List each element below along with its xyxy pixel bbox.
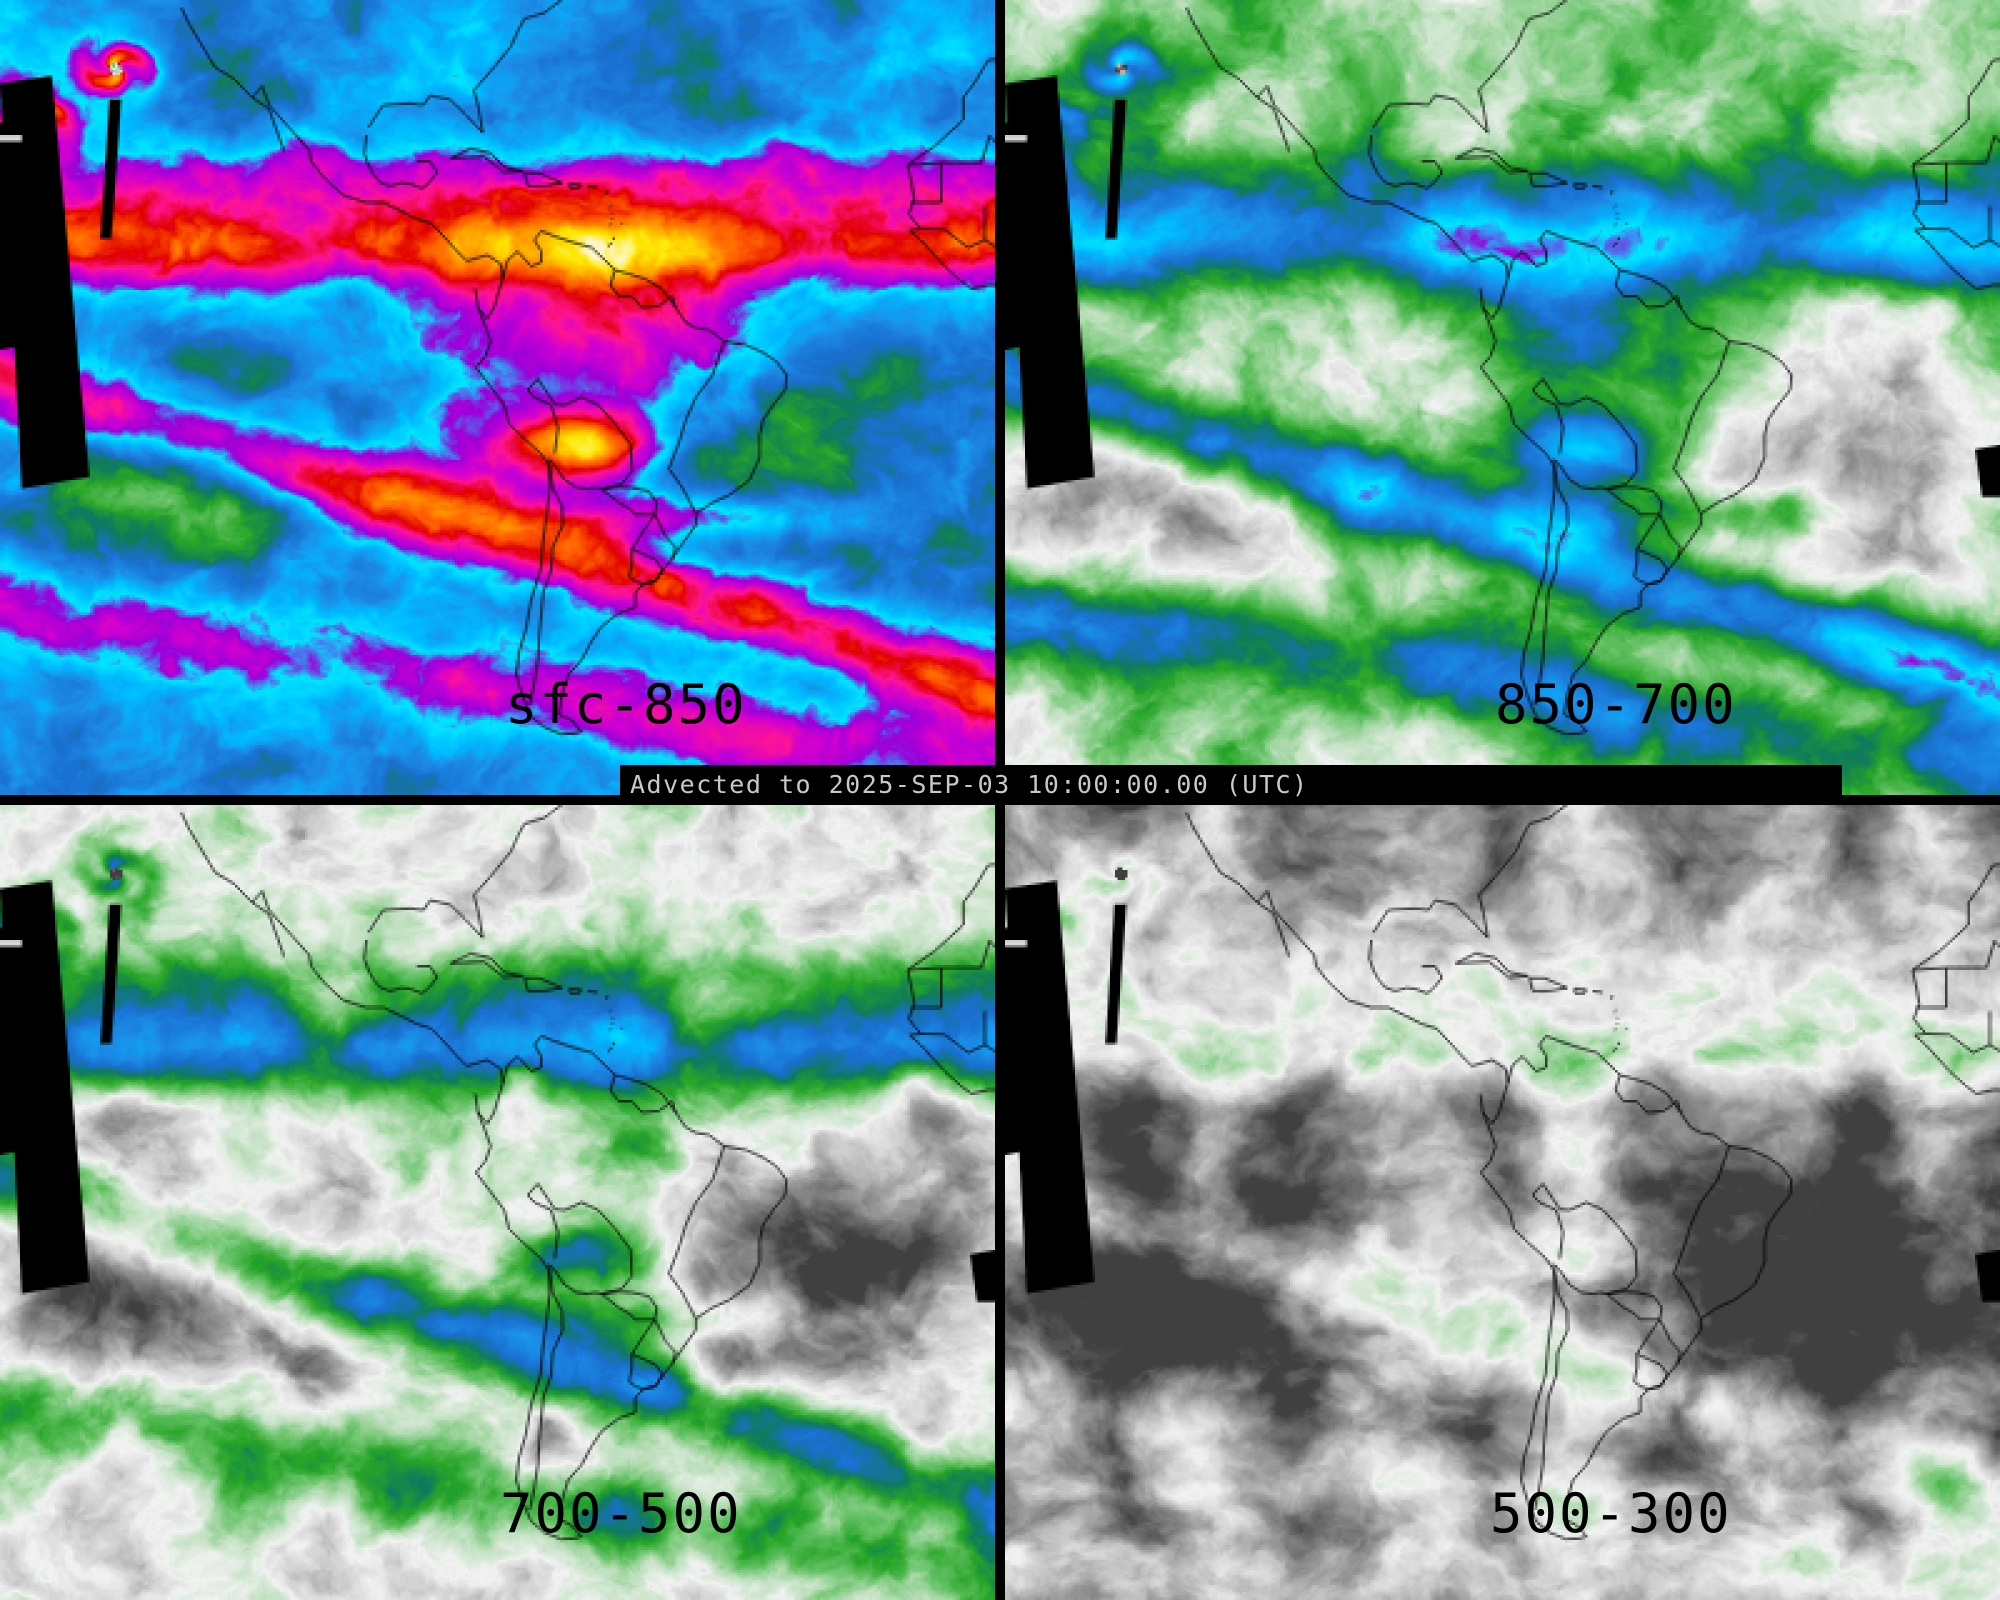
panel-label-500-300: 500-300 bbox=[1490, 1482, 1732, 1545]
panel-sfc-850[interactable] bbox=[0, 0, 995, 795]
panel-850-700[interactable] bbox=[1005, 0, 2000, 795]
timestamp-banner: Advected to 2025-SEP-03 10:00:00.00 (UTC… bbox=[620, 765, 1842, 803]
panel-label-sfc-850: sfc-850 bbox=[505, 673, 747, 736]
panel-850-700-image bbox=[1005, 0, 2000, 795]
panel-500-300[interactable] bbox=[1005, 805, 2000, 1600]
panel-700-500[interactable] bbox=[0, 805, 995, 1600]
panel-700-500-image bbox=[0, 805, 995, 1600]
timestamp-text: Advected to 2025-SEP-03 10:00:00.00 (UTC… bbox=[630, 769, 1309, 799]
panel-500-300-image bbox=[1005, 805, 2000, 1600]
panel-label-850-700: 850-700 bbox=[1495, 673, 1737, 736]
panel-sfc-850-image bbox=[0, 0, 995, 795]
panel-label-700-500: 700-500 bbox=[500, 1482, 742, 1545]
